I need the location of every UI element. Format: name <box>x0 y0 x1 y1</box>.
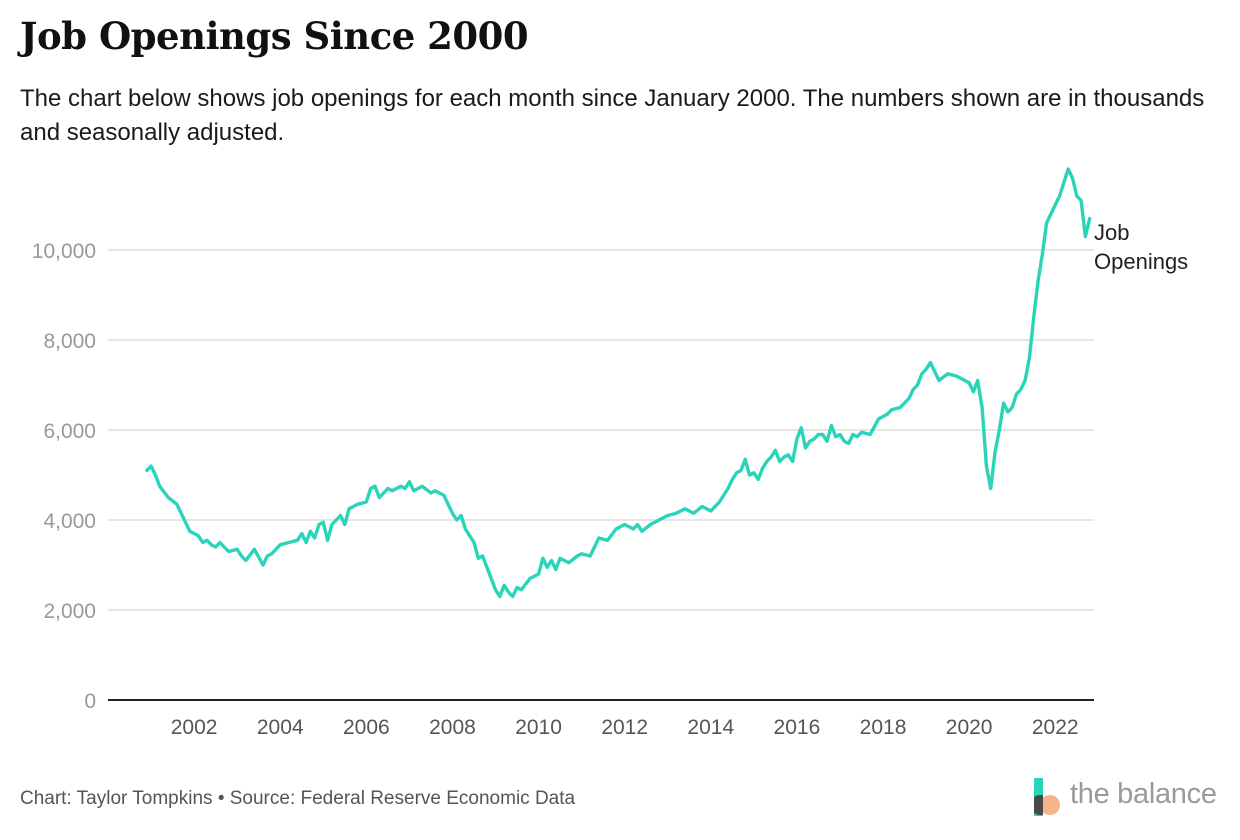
page-title: Job Openings Since 2000 <box>20 14 529 58</box>
series-label-job-openings: Job Openings <box>1094 220 1188 274</box>
y-tick-label: 0 <box>84 690 96 713</box>
x-tick-label: 2022 <box>1032 716 1079 739</box>
page-subtitle: The chart below shows job openings for e… <box>20 85 1205 146</box>
x-tick-label: 2014 <box>687 716 734 739</box>
x-tick-label: 2018 <box>860 716 907 739</box>
logo-mark-icon <box>1034 778 1060 816</box>
the-balance-logo: the balance <box>1034 776 1224 820</box>
grid-lines <box>108 249 1094 611</box>
x-tick-label: 2004 <box>257 716 304 739</box>
series-label-line: Job <box>1094 220 1129 245</box>
x-tick-label: 2012 <box>601 716 648 739</box>
x-tick-label: 2016 <box>774 716 821 739</box>
x-tick-label: 2010 <box>515 716 562 739</box>
x-tick-label: 2020 <box>946 716 993 739</box>
x-tick-label: 2002 <box>171 716 218 739</box>
series-line-job-openings <box>145 167 1092 599</box>
line-chart: 0 2,000 4,000 6,000 8,000 10,000 2002 2004 2006… <box>32 167 1188 739</box>
y-tick-label: 8,000 <box>43 330 96 353</box>
x-tick-label: 2008 <box>429 716 476 739</box>
x-axis-ticks: 2002 2004 2006 2008 2010 2012 2014 2016 2018 2020… <box>171 716 1079 739</box>
y-tick-label: 6,000 <box>43 420 96 443</box>
x-tick-label: 2006 <box>343 716 390 739</box>
y-tick-label: 4,000 <box>43 510 96 533</box>
y-tick-label: 2,000 <box>43 600 96 623</box>
logo-text: the balance <box>1070 778 1217 810</box>
y-axis-ticks: 0 2,000 4,000 6,000 8,000 10,000 <box>32 240 96 713</box>
chart-credit: Chart: Taylor Tompkins • Source: Federal… <box>20 788 576 809</box>
y-tick-label: 10,000 <box>32 240 96 263</box>
series-label-line: Openings <box>1094 249 1188 274</box>
